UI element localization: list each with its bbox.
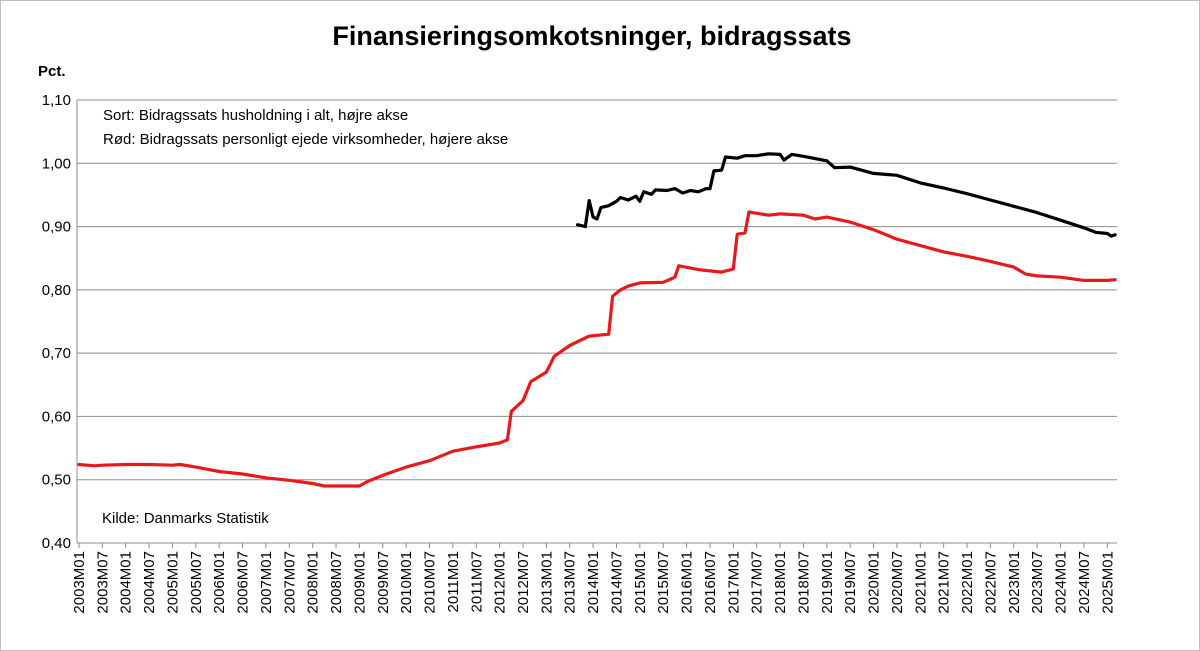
x-tick-label: 2019M07	[842, 551, 859, 614]
x-tick-label: 2009M07	[375, 551, 392, 614]
x-tick-label: 2009M01	[351, 551, 368, 614]
y-tick-label: 0,70	[42, 345, 71, 362]
y-tick-label: 0,40	[42, 535, 71, 552]
x-tick-label: 2003M07	[94, 551, 111, 614]
y-tick-label: 1,10	[42, 92, 71, 109]
source-note: Kilde: Danmarks Statistik	[102, 510, 269, 527]
y-tick-label: 0,90	[42, 219, 71, 236]
y-axis-unit-label: Pct.	[38, 63, 66, 80]
x-tick-label: 2010M01	[398, 551, 415, 614]
y-tick-label: 1,00	[42, 155, 71, 172]
y-tick-label: 0,50	[42, 472, 71, 489]
x-tick-label: 2013M07	[562, 551, 579, 614]
x-tick-label: 2012M07	[515, 551, 532, 614]
x-tick-label: 2013M01	[538, 551, 555, 614]
x-tick-label: 2017M01	[725, 551, 742, 614]
y-tick-label: 0,60	[42, 408, 71, 425]
x-tick-label: 2004M01	[118, 551, 135, 614]
x-tick-label: 2006M07	[235, 551, 252, 614]
x-tick-label: 2017M07	[749, 551, 766, 614]
annotation-black-series: Sort: Bidragssats husholdning i alt, høj…	[103, 107, 408, 124]
series-line-red	[77, 210, 1117, 488]
x-tick-label: 2024M07	[1076, 551, 1093, 614]
x-tick-label: 2025M01	[1099, 551, 1116, 614]
x-tick-label: 2024M01	[1053, 551, 1070, 614]
x-tick-label: 2010M07	[422, 551, 439, 614]
x-tick-label: 2007M07	[281, 551, 298, 614]
x-tick-label: 2008M07	[328, 551, 345, 614]
gridlines	[76, 99, 1117, 544]
annotation-red-series: Rød: Bidragssats personligt ejede virkso…	[103, 131, 508, 148]
x-tick-label: 2005M07	[188, 551, 205, 614]
x-tick-label: 2018M07	[795, 551, 812, 614]
y-tick-label: 0,80	[42, 282, 71, 299]
x-tick-label: 2004M07	[141, 551, 158, 614]
chart-title: Finansieringsomkotsninger, bidragssats	[332, 21, 851, 51]
x-tick-label: 2023M01	[1006, 551, 1023, 614]
y-axis-ticks: 0,40 0,50 0,60 0,70 0,80 0,90 1,00 1,10	[42, 92, 71, 552]
x-tick-label: 2006M01	[211, 551, 228, 614]
x-tick-label: 2023M07	[1029, 551, 1046, 614]
x-axis-ticks: 2003M01 2003M07 2004M01 2004M07 2005M01 2005M…	[71, 543, 1116, 614]
x-tick-label: 2008M01	[305, 551, 322, 614]
series-lines	[77, 152, 1117, 488]
x-tick-label: 2016M01	[679, 551, 696, 614]
x-tick-label: 2022M01	[959, 551, 976, 614]
x-tick-label: 2007M01	[258, 551, 275, 614]
x-tick-label: 2015M01	[632, 551, 649, 614]
x-tick-label: 2003M01	[71, 551, 88, 614]
x-tick-label: 2021M01	[912, 551, 929, 614]
x-tick-label: 2005M01	[164, 551, 181, 614]
x-tick-label: 2014M07	[608, 551, 625, 614]
x-tick-label: 2022M07	[982, 551, 999, 614]
x-tick-label: 2019M01	[819, 551, 836, 614]
x-tick-label: 2021M07	[936, 551, 953, 614]
x-tick-label: 2016M07	[702, 551, 719, 614]
x-tick-label: 2015M07	[655, 551, 672, 614]
x-tick-label: 2011M07	[468, 551, 485, 612]
series-line-black	[575, 152, 1117, 238]
x-tick-label: 2011M01	[445, 551, 462, 612]
x-tick-label: 2020M07	[889, 551, 906, 614]
x-tick-label: 2012M01	[492, 551, 509, 614]
x-tick-label: 2014M01	[585, 551, 602, 614]
x-tick-label: 2018M01	[772, 551, 789, 614]
x-tick-label: 2020M01	[866, 551, 883, 614]
